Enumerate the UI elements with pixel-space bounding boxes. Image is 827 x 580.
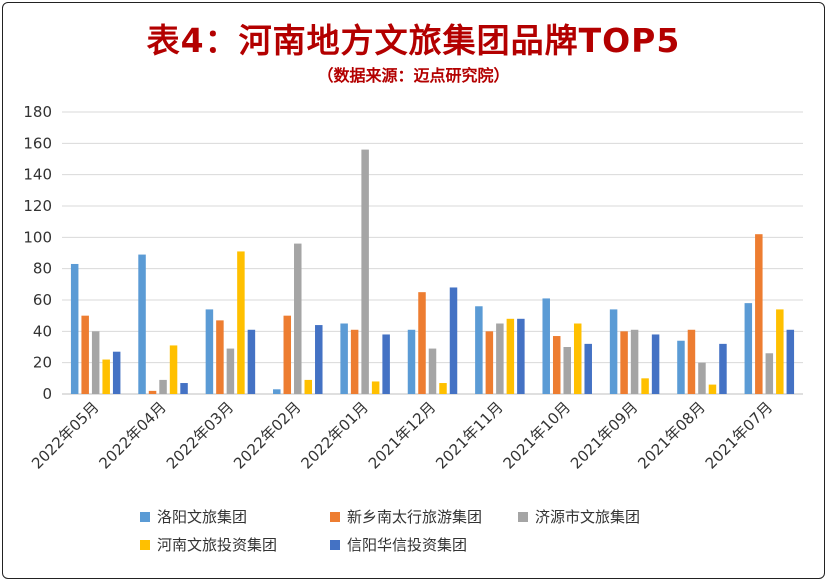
x-tick-label: 2021年11月 xyxy=(432,398,506,472)
bar xyxy=(573,323,582,394)
bar xyxy=(439,383,447,394)
bar xyxy=(91,331,100,394)
x-tick-label: 2021年09月 xyxy=(567,398,641,472)
bar xyxy=(552,336,561,394)
bar xyxy=(744,303,753,394)
bar xyxy=(485,331,494,394)
legend-label: 信阳华信投资集团 xyxy=(347,536,467,554)
x-tick-label: 2021年10月 xyxy=(500,398,574,472)
bar xyxy=(449,287,458,394)
bar xyxy=(350,329,359,394)
x-tick-label: 2022年05月 xyxy=(28,398,102,472)
bar xyxy=(169,345,178,394)
legend-swatch xyxy=(330,512,340,522)
y-tick-label: 80 xyxy=(33,260,52,278)
bar xyxy=(687,329,696,394)
bar xyxy=(294,243,302,394)
bar xyxy=(205,309,214,394)
bar xyxy=(315,325,323,394)
bar xyxy=(677,340,685,394)
legend-label: 新乡南太行旅游集团 xyxy=(347,508,482,526)
bar xyxy=(755,234,763,394)
bar xyxy=(418,292,426,394)
bar xyxy=(81,315,89,394)
y-tick-label: 60 xyxy=(33,291,52,309)
bar xyxy=(584,343,592,394)
bar xyxy=(216,320,224,394)
bar xyxy=(371,381,380,394)
bar xyxy=(630,329,639,394)
legend-swatch xyxy=(518,512,528,522)
legend-swatch xyxy=(140,540,150,550)
bar xyxy=(102,359,110,394)
bar xyxy=(70,263,79,394)
bar xyxy=(180,383,188,394)
bar xyxy=(651,334,660,394)
x-tick-label: 2022年01月 xyxy=(298,398,372,472)
chart-title: 表4：河南地方文旅集团品牌TOP5 xyxy=(146,21,681,60)
bar xyxy=(542,298,550,394)
bar xyxy=(226,348,235,394)
y-tick-label: 100 xyxy=(23,228,52,246)
gridlines xyxy=(62,111,803,395)
bar xyxy=(609,309,618,394)
bar xyxy=(776,309,784,394)
legend-label: 河南文旅投资集团 xyxy=(157,536,277,554)
bar xyxy=(475,306,483,394)
bar xyxy=(340,323,348,394)
bars xyxy=(70,149,795,394)
bar xyxy=(428,348,437,394)
bar xyxy=(304,379,313,394)
legend-swatch xyxy=(140,512,150,522)
y-tick-label: 160 xyxy=(23,134,52,152)
x-tick-label: 2022年04月 xyxy=(95,398,169,472)
x-tick-label: 2021年08月 xyxy=(634,398,708,472)
x-tick-label: 2022年03月 xyxy=(163,398,237,472)
y-tick-label: 180 xyxy=(23,103,52,121)
bar xyxy=(159,379,167,394)
y-tick-label: 0 xyxy=(42,385,52,403)
bar xyxy=(112,351,121,394)
bar xyxy=(382,334,390,394)
bar xyxy=(407,329,416,394)
legend-label: 洛阳文旅集团 xyxy=(157,508,247,526)
chart-subtitle: （数据来源：迈点研究院） xyxy=(317,66,510,85)
y-tick-label: 40 xyxy=(33,322,52,340)
bar xyxy=(719,343,727,394)
bar xyxy=(361,149,369,394)
y-tick-label: 20 xyxy=(33,354,52,372)
y-tick-label: 140 xyxy=(23,166,52,184)
bar xyxy=(237,251,245,394)
bar xyxy=(138,254,146,394)
bar xyxy=(786,329,795,394)
bar xyxy=(517,318,525,394)
y-tick-label: 120 xyxy=(23,197,52,215)
bar xyxy=(496,323,504,394)
x-tick-label: 2021年12月 xyxy=(365,398,439,472)
bar xyxy=(283,315,292,394)
bar xyxy=(563,347,571,394)
bar xyxy=(698,362,706,394)
bar xyxy=(148,390,157,394)
legend-swatch xyxy=(330,540,340,550)
legend-label: 济源市文旅集团 xyxy=(535,508,640,526)
x-axis: 2022年05月2022年04月2022年03月2022年02月2022年01月… xyxy=(28,398,776,472)
y-axis: 0 20 40 60 80 100 120 140 160 180 xyxy=(23,103,52,403)
bar xyxy=(273,389,281,394)
bar xyxy=(708,384,717,394)
bar xyxy=(620,331,628,394)
x-tick-label: 2022年02月 xyxy=(230,398,304,472)
bar xyxy=(506,318,515,394)
bar xyxy=(765,353,774,394)
bar xyxy=(247,329,256,394)
x-tick-label: 2021年07月 xyxy=(702,398,776,472)
bar xyxy=(641,378,649,394)
